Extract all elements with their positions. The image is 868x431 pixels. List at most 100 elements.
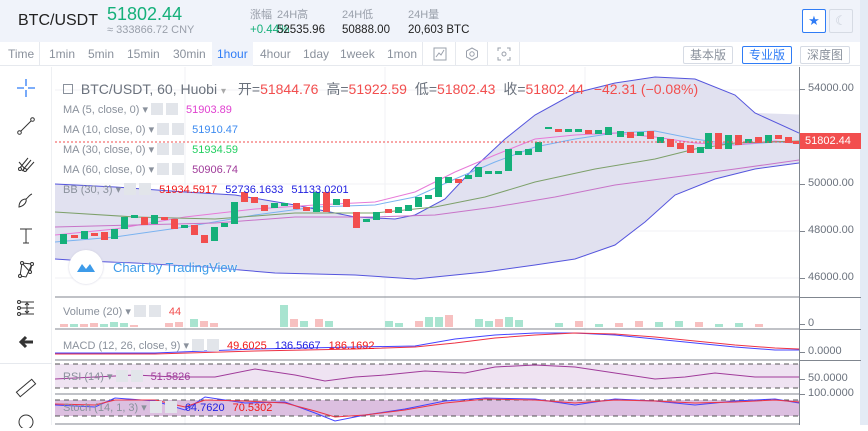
gear-icon[interactable]: [157, 163, 170, 175]
tab-1week[interactable]: 1week: [340, 47, 375, 61]
chevron-down-icon[interactable]: ▾: [148, 124, 155, 136]
tab-1day[interactable]: 1day: [303, 47, 330, 61]
price-axis[interactable]: 54000.00 51802.44 50000.00 48000.00 4600…: [799, 67, 861, 425]
view-basic-button[interactable]: 基本版: [683, 46, 734, 64]
gear-icon[interactable]: [115, 370, 128, 382]
rsi-axis-tick: 50.0000: [800, 372, 848, 384]
last-price-tag: 51802.44: [800, 133, 861, 149]
ruler-tool[interactable]: [12, 375, 40, 401]
chevron-down-icon[interactable]: ▾: [107, 371, 113, 383]
legend-ma10: MA (10, close, 0) ▾ 51910.47: [63, 123, 238, 136]
pattern-tool[interactable]: [12, 257, 40, 283]
y-tick: 50000.00: [800, 177, 854, 189]
close-icon[interactable]: [172, 143, 185, 155]
chart-canvas[interactable]: BTC/USDT, 60, Huobi ▾ 开=51844.76 高=51922…: [55, 67, 799, 425]
chevron-down-icon[interactable]: ▾: [148, 144, 155, 156]
tab-4hour[interactable]: 4hour: [260, 47, 291, 61]
close-icon[interactable]: [130, 370, 143, 382]
ticker-header: BTC/USDT 51802.44 ≈ 333866.72 CNY 涨幅 +0.4…: [0, 0, 860, 42]
interval-toolbar: Time 1min 5min 15min 30min 1hour 4hour 1…: [0, 42, 860, 66]
page-scrollbar[interactable]: [860, 0, 868, 425]
tab-1min[interactable]: 1min: [49, 47, 76, 61]
ruler-icon: [15, 378, 37, 398]
gear-icon[interactable]: [124, 183, 137, 195]
star-icon: ★: [808, 13, 820, 28]
collapse-icon[interactable]: [63, 84, 73, 94]
chevron-down-icon[interactable]: ▾: [141, 402, 147, 414]
close-icon[interactable]: [172, 123, 185, 135]
high-label: 高=: [326, 81, 349, 97]
indicator-name[interactable]: Stoch (14, 1, 3): [63, 402, 139, 414]
measure-tool[interactable]: [12, 295, 40, 321]
tradingview-watermark[interactable]: Chart by TradingView: [69, 250, 237, 284]
text-tool[interactable]: [12, 223, 40, 249]
close-icon[interactable]: [166, 103, 179, 115]
chevron-down-icon[interactable]: ▾: [125, 306, 131, 318]
change-value: −42.31 (−0.08%): [593, 81, 699, 97]
text-icon: [20, 228, 32, 244]
theme-toggle-button[interactable]: ☾: [829, 9, 853, 33]
favorite-button[interactable]: ★: [802, 9, 826, 33]
legend-ma30: MA (30, close, 0) ▾ 51934.59: [63, 143, 238, 156]
view-pro-button[interactable]: 专业版: [742, 46, 793, 64]
legend-ma60: MA (60, close, 0) ▾ 50906.74: [63, 163, 238, 176]
trend-line-tool[interactable]: [12, 113, 40, 139]
close-icon[interactable]: [206, 339, 219, 351]
stat-label: 24H量: [408, 9, 440, 21]
macd-signal-value: 186.1692: [328, 340, 375, 352]
legend-ma5: MA (5, close, 0) ▾ 51903.89: [63, 103, 232, 116]
watermark-text: Chart by TradingView: [113, 259, 238, 275]
macd-hist-value: 49.6025: [226, 340, 267, 352]
close-icon[interactable]: [164, 401, 177, 413]
fullscreen-button[interactable]: [488, 42, 520, 66]
axis-divider: [800, 329, 861, 330]
stat-value: 52535.96: [277, 24, 325, 36]
legend-stoch: Stoch (14, 1, 3) ▾ 64.7620 70.5302: [63, 401, 272, 414]
tab-15min[interactable]: 15min: [127, 47, 160, 61]
back-button[interactable]: [12, 329, 40, 355]
crosshair-tool[interactable]: [12, 75, 40, 101]
view-depth-button[interactable]: 深度图: [800, 46, 851, 64]
gear-icon[interactable]: [157, 123, 170, 135]
gear-icon[interactable]: [149, 401, 162, 413]
close-value: 51802.44: [525, 81, 584, 97]
tab-1mon[interactable]: 1mon: [382, 42, 424, 66]
indicator-name[interactable]: MA (5, close, 0): [63, 104, 140, 116]
zoom-tool[interactable]: [12, 405, 40, 431]
indicator-name[interactable]: MA (60, close, 0): [63, 164, 146, 176]
tab-30min[interactable]: 30min: [173, 47, 206, 61]
tab-5min[interactable]: 5min: [88, 47, 115, 61]
tab-1hour[interactable]: 1hour: [212, 42, 253, 66]
brush-icon: [18, 193, 33, 208]
indicator-name[interactable]: RSI (14): [63, 371, 104, 383]
indicator-button[interactable]: [424, 42, 456, 66]
indicator-name[interactable]: MACD (12, 26, close, 9): [63, 340, 181, 352]
chevron-down-icon[interactable]: ▾: [148, 164, 155, 176]
high-value: 51922.59: [348, 81, 407, 97]
gear-icon[interactable]: [151, 103, 164, 115]
chevron-down-icon[interactable]: ▾: [220, 86, 226, 97]
indicator-icon: [433, 47, 446, 61]
chevron-down-icon[interactable]: ▾: [115, 184, 122, 196]
close-icon[interactable]: [148, 305, 161, 317]
macd-axis-tick: 0.0000: [800, 345, 842, 357]
indicator-name[interactable]: MA (30, close, 0): [63, 144, 146, 156]
indicator-value: 50906.74: [192, 164, 239, 176]
tab-time[interactable]: Time: [3, 42, 41, 66]
brush-tool[interactable]: [12, 187, 40, 213]
gear-icon[interactable]: [157, 143, 170, 155]
chevron-down-icon[interactable]: ▾: [183, 340, 189, 352]
macd-value: 136.5667: [274, 340, 321, 352]
price-cny: ≈ 333866.72 CNY: [107, 24, 195, 36]
indicator-name[interactable]: BB (30, 3): [63, 184, 113, 196]
gear-icon[interactable]: [191, 339, 204, 351]
indicator-name[interactable]: Volume (20): [63, 306, 123, 318]
indicator-name[interactable]: MA (10, close, 0): [63, 124, 146, 136]
chart-settings-button[interactable]: [456, 42, 488, 66]
chevron-down-icon[interactable]: ▾: [142, 104, 149, 116]
gear-icon[interactable]: [133, 305, 146, 317]
close-icon[interactable]: [139, 183, 152, 195]
chart-title[interactable]: BTC/USDT, 60, Huobi: [80, 81, 218, 97]
pitchfork-tool[interactable]: [12, 151, 40, 177]
close-icon[interactable]: [172, 163, 185, 175]
